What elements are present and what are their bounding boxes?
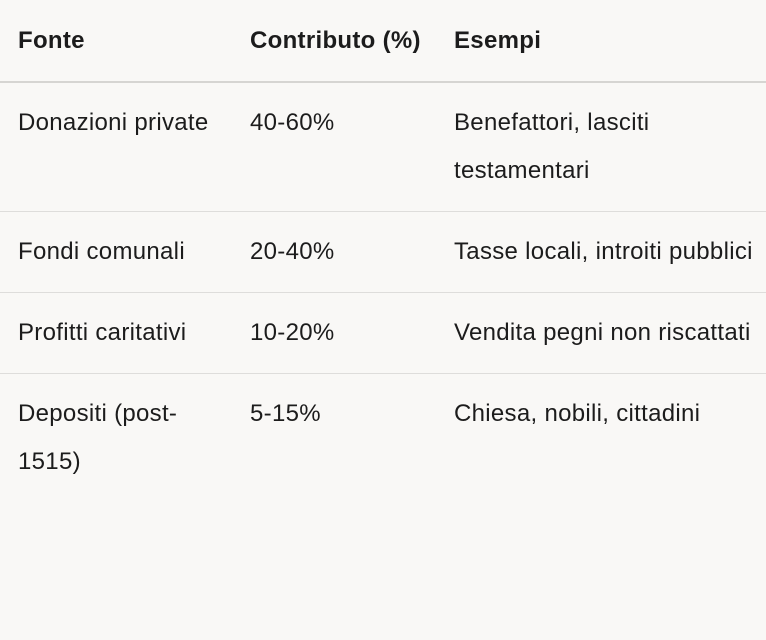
cell-esempi: Benefattori, lasciti testamentari [436, 82, 766, 212]
cell-contributo: 10-20% [232, 292, 436, 374]
cell-contributo: 40-60% [232, 82, 436, 212]
cell-fonte: Donazioni private [0, 82, 232, 212]
header-contributo: Contributo (%) [232, 0, 436, 83]
header-fonte: Fonte [0, 0, 232, 83]
cell-contributo: 20-40% [232, 211, 436, 293]
cell-fonte: Fondi comunali [0, 211, 232, 293]
table-header-row: Fonte Contributo (%) Esempi [0, 0, 766, 83]
cell-fonte: Depositi (post-1515) [18, 400, 178, 475]
cell-esempi: Vendita pegni non riscattati [436, 292, 766, 374]
funding-sources-table: Fonte Contributo (%) Esempi Donazioni pr… [0, 0, 766, 503]
cell-esempi: Tasse locali, introiti pubblici [436, 211, 766, 293]
cell-contributo: 5-15% [250, 400, 321, 427]
table-row: Fondi comunali 20-40% Tasse locali, intr… [0, 211, 766, 293]
header-esempi: Esempi [436, 0, 766, 83]
table-row: Depositi (post-1515) 5-15% Chiesa, nobil… [0, 374, 766, 503]
cell-fonte: Profitti caritativi [0, 292, 232, 374]
table-row: Donazioni private 40-60% Benefattori, la… [0, 82, 766, 212]
cell-esempi: Chiesa, nobili, cittadini [454, 400, 701, 427]
table-row: Profitti caritativi 10-20% Vendita pegni… [0, 292, 766, 374]
